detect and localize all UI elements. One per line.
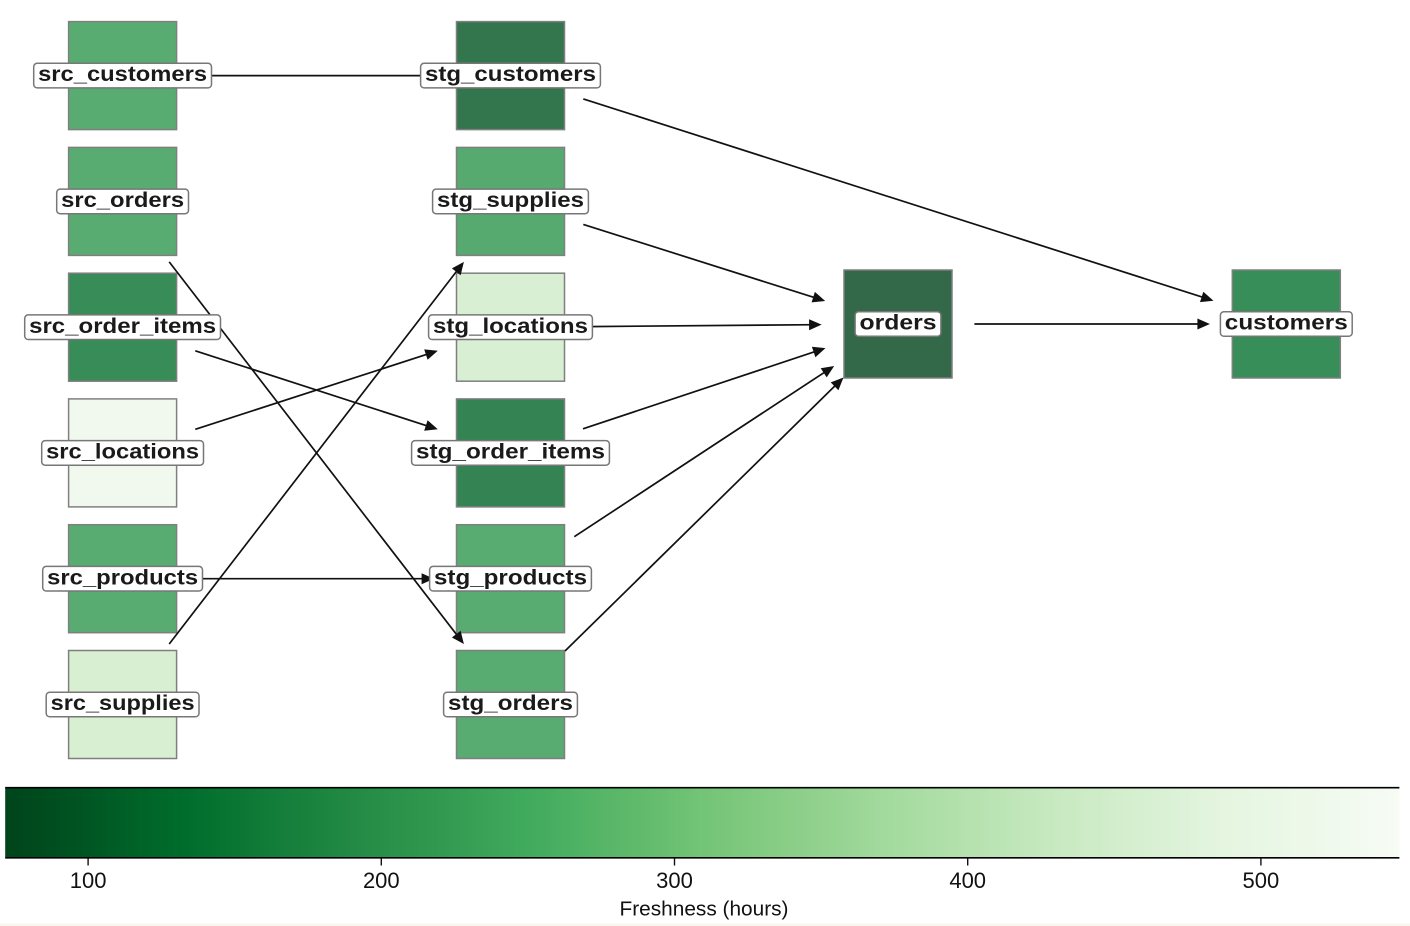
svg-text:stg_customers: stg_customers xyxy=(425,63,596,86)
svg-text:orders: orders xyxy=(860,312,937,335)
svg-text:src_order_items: src_order_items xyxy=(29,315,216,338)
svg-text:customers: customers xyxy=(1225,312,1348,335)
svg-text:src_locations: src_locations xyxy=(46,441,199,464)
svg-text:100: 100 xyxy=(70,868,107,893)
svg-text:src_customers: src_customers xyxy=(38,63,207,86)
svg-text:500: 500 xyxy=(1243,868,1280,893)
svg-text:stg_order_items: stg_order_items xyxy=(416,441,605,464)
svg-text:src_supplies: src_supplies xyxy=(51,692,195,715)
svg-text:300: 300 xyxy=(656,868,693,893)
svg-text:src_products: src_products xyxy=(47,566,198,589)
svg-text:Freshness (hours): Freshness (hours) xyxy=(620,898,789,920)
svg-text:stg_supplies: stg_supplies xyxy=(437,189,584,212)
svg-text:stg_products: stg_products xyxy=(434,566,587,589)
svg-text:src_orders: src_orders xyxy=(61,189,184,212)
svg-text:400: 400 xyxy=(949,868,986,893)
svg-text:200: 200 xyxy=(363,868,400,893)
svg-text:stg_locations: stg_locations xyxy=(433,315,588,338)
svg-text:stg_orders: stg_orders xyxy=(448,692,573,715)
